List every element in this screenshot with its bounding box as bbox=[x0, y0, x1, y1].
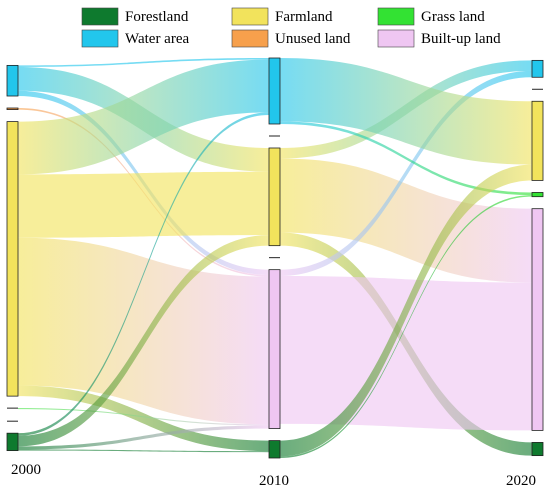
node-forest-2000 bbox=[6, 432, 19, 452]
flow-water-to-water-stage-0 bbox=[18, 58, 269, 67]
legend-label-forest: Forestland bbox=[125, 9, 189, 25]
node-farm-2000 bbox=[6, 121, 19, 397]
legend-item-grass: Grass land bbox=[377, 7, 485, 26]
flow-farm-to-forest-stage-0 bbox=[18, 385, 269, 452]
legend-label-unused: Unused land bbox=[275, 31, 351, 47]
legend-swatch-forest bbox=[81, 7, 119, 26]
legend-label-farm: Farmland bbox=[275, 9, 333, 25]
node-builtup-2010 bbox=[268, 269, 281, 429]
legend-item-builtup: Built-up land bbox=[377, 29, 501, 48]
node-grass-2020 bbox=[531, 192, 544, 198]
node-water-2010 bbox=[268, 57, 281, 125]
flow-forest-to-builtup-stage-0 bbox=[18, 425, 269, 450]
legend-swatch-grass bbox=[377, 7, 415, 26]
stage-label-2020: 2020 bbox=[506, 473, 536, 489]
legend-swatch-builtup bbox=[377, 29, 415, 48]
flow-farm-to-farm-stage-0 bbox=[18, 171, 269, 238]
flow-forest-to-water-stage-0 bbox=[18, 112, 269, 436]
flow-water-to-grass-stage-1 bbox=[280, 121, 532, 196]
node-farm-2020 bbox=[531, 100, 544, 181]
flow-farm-to-water-stage-0 bbox=[18, 59, 269, 175]
legend-item-water: Water area bbox=[81, 29, 189, 48]
node-forest-2020 bbox=[531, 442, 544, 457]
legend-label-grass: Grass land bbox=[421, 9, 485, 25]
flow-forest-to-grass-stage-1 bbox=[280, 195, 532, 458]
node-farm-2010 bbox=[268, 147, 281, 247]
node-unused-2000 bbox=[6, 107, 19, 110]
flow-forest-to-forest-stage-0 bbox=[18, 449, 269, 453]
legend: Forestland Farmland Grass land Water area Un… bbox=[81, 7, 501, 48]
legend-item-forest: Forestland bbox=[81, 7, 189, 26]
node-forest-2010 bbox=[268, 440, 281, 459]
legend-swatch-water bbox=[81, 29, 119, 48]
stage-label-2000: 2000 bbox=[11, 462, 41, 478]
flow-water-to-farm-stage-1 bbox=[280, 58, 532, 165]
node-group bbox=[6, 57, 544, 459]
legend-swatch-farm bbox=[231, 7, 269, 26]
flow-farm-to-builtup-stage-0 bbox=[18, 237, 269, 425]
stage-label-group: 2000 2010 2020 bbox=[11, 462, 536, 489]
flow-builtup-to-builtup-stage-1 bbox=[280, 276, 532, 431]
flow-builtup-to-water-stage-1 bbox=[280, 70, 532, 276]
flow-band-group bbox=[18, 58, 532, 458]
flow-grass-to-builtup-stage-0 bbox=[18, 408, 269, 426]
node-water-2020 bbox=[531, 59, 544, 78]
legend-swatch-unused bbox=[231, 29, 269, 48]
node-water-2000 bbox=[6, 64, 19, 97]
flow-forest-to-farm-stage-0 bbox=[18, 235, 269, 447]
legend-item-farm: Farmland bbox=[231, 7, 333, 26]
legend-label-builtup: Built-up land bbox=[421, 31, 501, 47]
legend-item-unused: Unused land bbox=[231, 29, 351, 48]
flow-farm-to-builtup-stage-1 bbox=[280, 158, 532, 283]
stage-label-2010: 2010 bbox=[259, 473, 289, 489]
legend-label-water: Water area bbox=[125, 31, 189, 47]
node-builtup-2020 bbox=[531, 208, 544, 431]
flow-forest-to-farm-stage-1 bbox=[280, 164, 532, 457]
